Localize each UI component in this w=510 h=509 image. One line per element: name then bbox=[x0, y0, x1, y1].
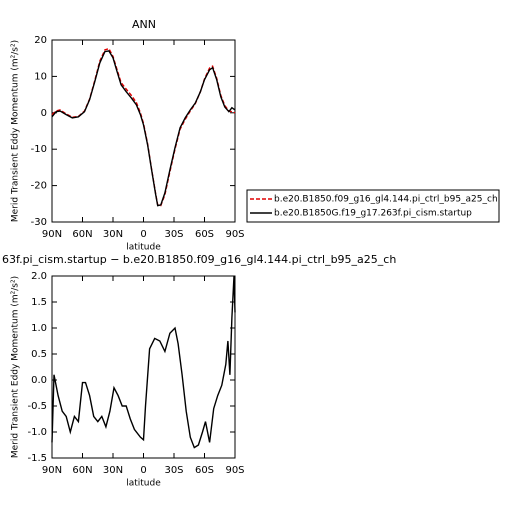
plot-frame bbox=[51, 39, 236, 223]
y-tick-label: -30 bbox=[31, 217, 47, 228]
y-tick-label: 20 bbox=[34, 35, 47, 46]
x-tick-label: 0 bbox=[140, 229, 146, 240]
x-tick-label: 60S bbox=[195, 465, 214, 476]
y-tick-label: 2.0 bbox=[31, 271, 47, 282]
y-tick-label: -0.5 bbox=[27, 401, 47, 412]
x-tick-label: 30N bbox=[103, 229, 123, 240]
x-tick-label: 90N bbox=[42, 465, 62, 476]
x-tick-label: 60N bbox=[72, 229, 92, 240]
y-tick-label: 0 bbox=[41, 108, 47, 119]
x-axis-label: latitude bbox=[126, 243, 161, 253]
legend-box bbox=[246, 189, 500, 223]
x-tick-label: 30S bbox=[164, 229, 183, 240]
chart-title: ANN bbox=[132, 18, 156, 31]
x-tick-label: 90N bbox=[42, 229, 62, 240]
x-tick-label: 60S bbox=[195, 229, 214, 240]
legend: b.e20.B1850.f09_g16_gl4.144.pi_ctrl_b95_… bbox=[246, 189, 500, 223]
x-tick-label: 60N bbox=[72, 465, 92, 476]
y-tick-label: 1.5 bbox=[31, 297, 47, 308]
x-tick-label: 90S bbox=[225, 465, 244, 476]
y-axis-label: Merid Transient Eddy Momentum (m²/s²) bbox=[11, 276, 21, 458]
legend-label: b.e20.B1850G.f19_g17.263f.pi_cism.startu… bbox=[274, 209, 472, 219]
y-tick-label: -10 bbox=[31, 144, 47, 155]
y-tick-label: 10 bbox=[34, 71, 47, 82]
y-tick-label: -20 bbox=[31, 181, 47, 192]
chart-title: 63f.pi_cism.startup − b.e20.B1850.f09_g1… bbox=[2, 253, 396, 266]
y-tick-label: 0.5 bbox=[31, 349, 47, 360]
x-tick-label: 0 bbox=[140, 465, 146, 476]
x-tick-label: 30S bbox=[164, 465, 183, 476]
x-tick-label: 90S bbox=[225, 229, 244, 240]
y-tick-label: -1.5 bbox=[27, 453, 47, 464]
y-axis-label: Merid Transient Eddy Momentum (m²/s²) bbox=[11, 40, 21, 222]
y-tick-label: 1.0 bbox=[31, 323, 47, 334]
y-tick-label: -1.0 bbox=[27, 427, 47, 438]
y-tick-label: 0.0 bbox=[31, 375, 47, 386]
line-series bbox=[51, 275, 236, 449]
legend-label: b.e20.B1850.f09_g16_gl4.144.pi_ctrl_b95_… bbox=[274, 195, 498, 205]
line-series bbox=[51, 50, 236, 207]
x-tick-label: 30N bbox=[103, 465, 123, 476]
x-axis-label: latitude bbox=[126, 479, 161, 489]
